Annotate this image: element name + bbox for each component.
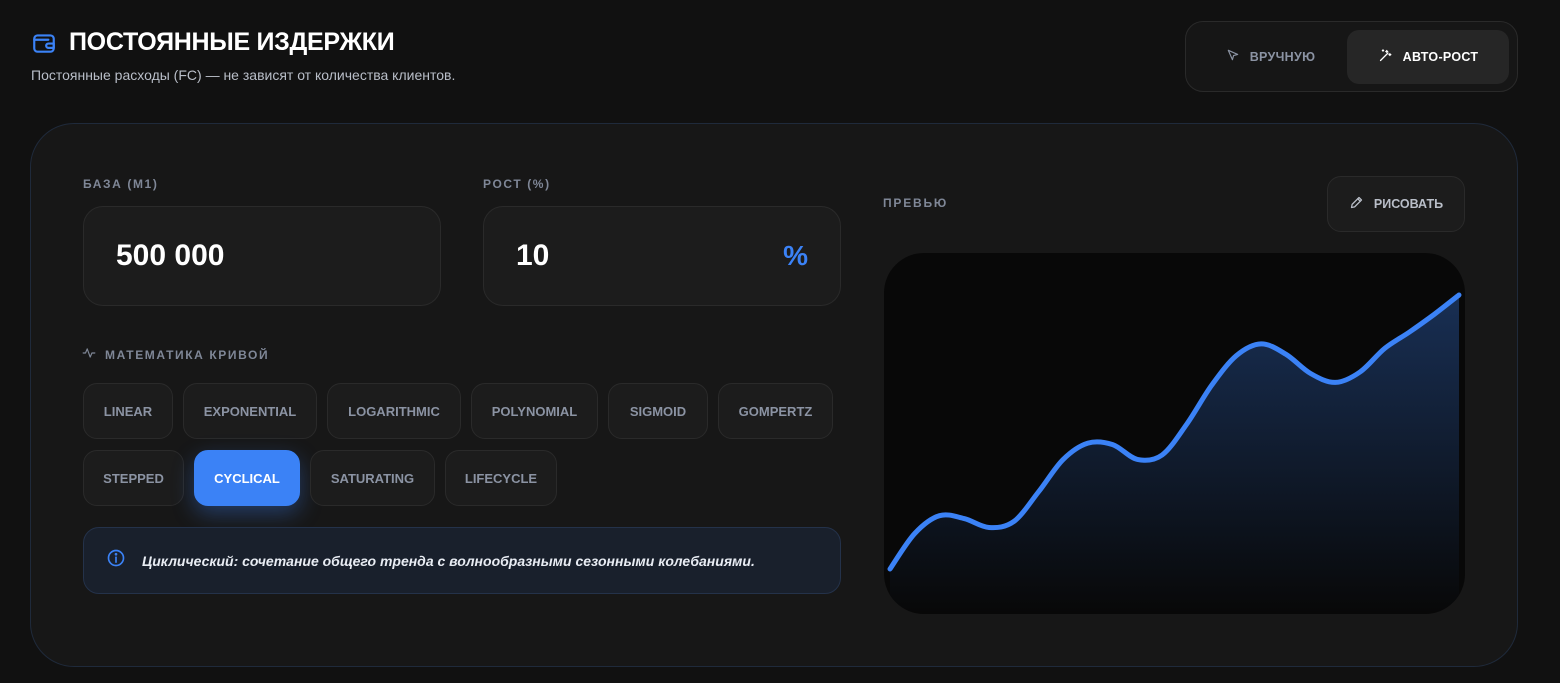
curve-option-saturating[interactable]: SATURATING (310, 450, 435, 506)
chip-label: LIFECYCLE (464, 470, 538, 486)
chart-area-fill (890, 295, 1459, 614)
curve-option-gompertz[interactable]: GOMPERTZ (718, 383, 833, 439)
cursor-icon (1226, 48, 1240, 65)
curve-description-text: Циклический: сочетание общего тренда с в… (142, 552, 755, 569)
page-title: ПОСТОЯННЫЕ ИЗДЕРЖКИ (69, 28, 395, 56)
preview-label: ПРЕВЬЮ (883, 196, 949, 210)
magic-wand-icon (1378, 48, 1393, 66)
growth-label: РОСТ (%) (483, 177, 551, 191)
page-subtitle: Постоянные расходы (FC) — не зависят от … (31, 67, 456, 83)
curve-option-linear[interactable]: LINEAR (83, 383, 173, 439)
auto-growth-mode-button[interactable]: АВТО-РОСТ (1347, 29, 1509, 84)
auto-growth-mode-label: АВТО-РОСТ (1402, 49, 1479, 64)
chip-label: EXPONENTIAL (203, 403, 297, 419)
chip-label: GOMPERTZ (738, 403, 813, 419)
curve-option-logarithmic[interactable]: LOGARITHMIC (327, 383, 461, 439)
base-label: БАЗА (M1) (83, 177, 159, 191)
activity-icon (82, 346, 96, 363)
chart-series-line (887, 292, 1462, 572)
info-icon (106, 548, 126, 573)
pencil-icon (1349, 195, 1364, 213)
curve-option-cyclical[interactable]: CYCLICAL (194, 450, 300, 506)
manual-mode-label: ВРУЧНУЮ (1249, 49, 1316, 64)
draw-button-label: РИСОВАТЬ (1373, 197, 1444, 211)
section-header: ПОСТОЯННЫЕ ИЗДЕРЖКИ (31, 28, 395, 57)
curve-option-sigmoid[interactable]: SIGMOID (608, 383, 708, 439)
chip-label: SATURATING (330, 470, 415, 486)
curve-description: Циклический: сочетание общего тренда с в… (83, 527, 841, 594)
mode-toggle: ВРУЧНУЮ АВТО-РОСТ (1185, 21, 1518, 92)
curve-option-lifecycle[interactable]: LIFECYCLE (445, 450, 557, 506)
curve-option-stepped[interactable]: STEPPED (83, 450, 184, 506)
curve-option-exponential[interactable]: EXPONENTIAL (183, 383, 317, 439)
percent-unit: % (783, 240, 808, 271)
chip-label: LINEAR (103, 403, 153, 419)
preview-chart-svg (887, 292, 1462, 614)
base-input[interactable]: 500 000 (83, 206, 441, 306)
growth-value: 10 (516, 239, 550, 272)
chip-label: LOGARITHMIC (348, 403, 440, 419)
chip-label: CYCLICAL (214, 470, 280, 486)
wallet-icon (31, 30, 57, 56)
chip-label: STEPPED (103, 470, 164, 486)
chip-label: SIGMOID (629, 403, 687, 419)
curve-math-header: МАТЕМАТИКА КРИВОЙ (82, 346, 269, 363)
manual-mode-button[interactable]: ВРУЧНУЮ (1194, 30, 1347, 84)
draw-button[interactable]: РИСОВАТЬ (1327, 176, 1465, 232)
curve-math-label: МАТЕМАТИКА КРИВОЙ (105, 347, 270, 362)
curve-option-polynomial[interactable]: POLYNOMIAL (471, 383, 598, 439)
chip-label: POLYNOMIAL (491, 403, 578, 419)
preview-chart (884, 253, 1465, 614)
growth-input[interactable]: 10 % (483, 206, 841, 306)
base-value: 500 000 (116, 239, 225, 272)
